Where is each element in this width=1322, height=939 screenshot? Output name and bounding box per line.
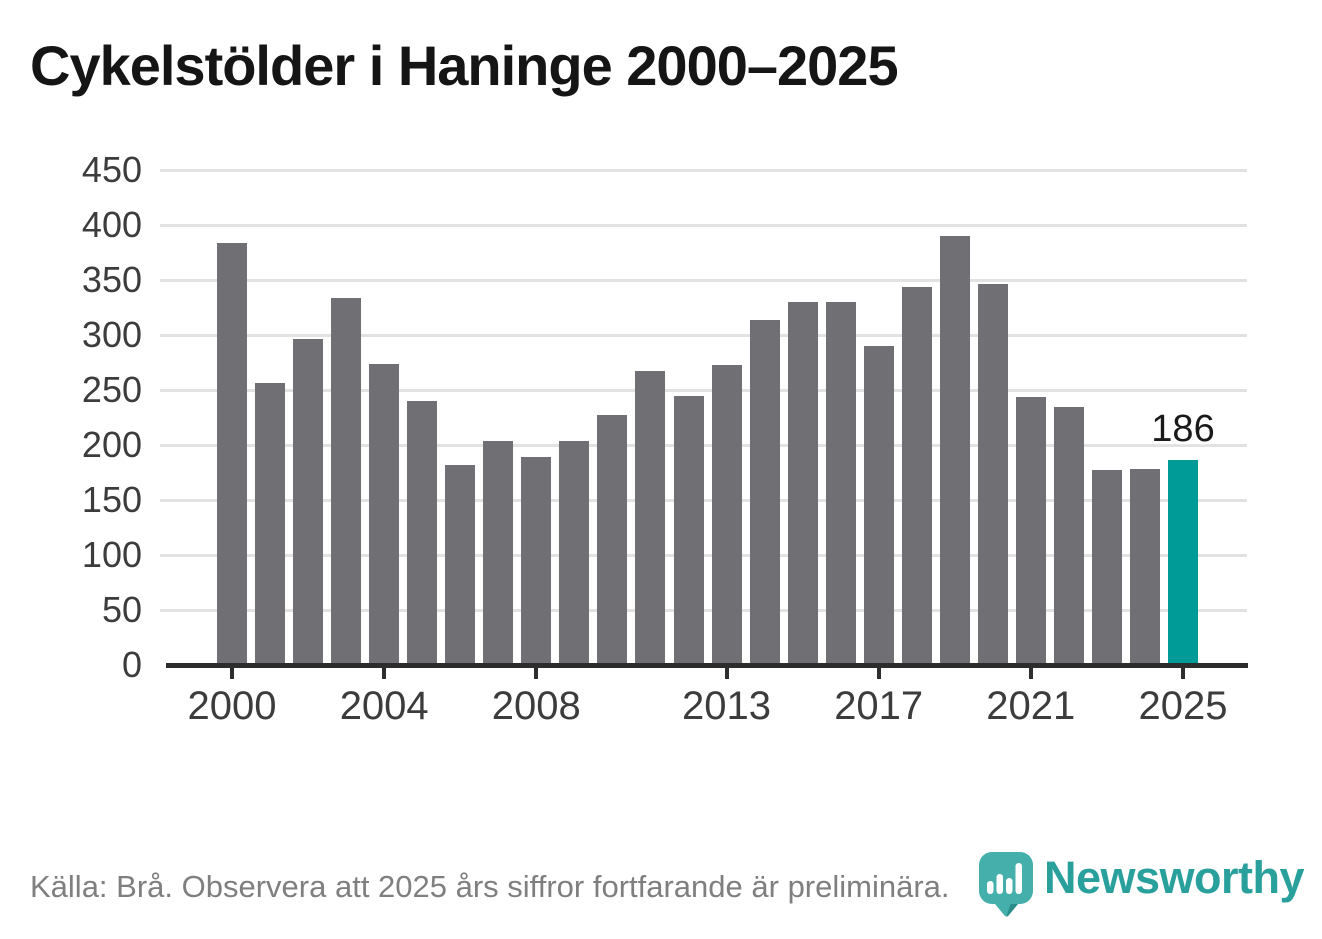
chart-title: Cykelstölder i Haninge 2000–2025 [30, 34, 899, 97]
y-axis-label-100: 100 [81, 534, 142, 575]
gridline-350 [160, 278, 1247, 282]
x-tick-2008 [534, 665, 539, 679]
logo-pin-tail-shade [1006, 904, 1018, 917]
x-axis-label-2017: 2017 [834, 684, 924, 728]
x-tick-2017 [876, 665, 881, 679]
gridline-50 [160, 608, 1247, 612]
bar-2012 [673, 395, 704, 665]
bar-2011 [635, 371, 666, 665]
y-axis-label-250: 250 [81, 369, 142, 410]
y-axis-label-450: 450 [81, 149, 142, 190]
y-axis-label-150: 150 [81, 479, 142, 520]
bar-2021 [1015, 396, 1046, 665]
bar-2006 [445, 464, 476, 665]
bar-2024 [1130, 469, 1160, 665]
bar-2007 [483, 440, 514, 665]
x-axis-label-2008: 2008 [491, 684, 581, 728]
y-axis-label-200: 200 [81, 424, 142, 465]
x-axis-label-2004: 2004 [339, 684, 429, 728]
gridline-450 [160, 168, 1247, 172]
value-label-2025: 186 [1151, 408, 1215, 451]
bar-2023 [1091, 470, 1122, 665]
bar-2002 [293, 339, 324, 665]
x-tick-2021 [1028, 665, 1033, 679]
y-axis-label-400: 400 [81, 204, 142, 245]
bar-2016 [825, 302, 856, 665]
y-axis-label-300: 300 [81, 314, 142, 355]
bar-2010 [597, 415, 628, 665]
y-axis-label-350: 350 [81, 259, 142, 300]
newsworthy-logo-icon [979, 852, 1033, 917]
bar-2005 [407, 401, 438, 665]
bar-2004 [369, 363, 400, 665]
logo-bars [987, 863, 1022, 894]
bar-2000 [217, 242, 247, 665]
x-axis-label-2000: 2000 [187, 684, 277, 728]
bar-2001 [255, 383, 285, 665]
gridline-150 [160, 498, 1247, 502]
gridline-200 [160, 443, 1247, 447]
gridline-100 [160, 553, 1247, 557]
gridline-300 [160, 333, 1247, 337]
gridline-400 [160, 223, 1247, 227]
bar-2008 [521, 457, 552, 665]
x-axis-label-2021: 2021 [986, 684, 1076, 728]
bar-2025 [1168, 460, 1198, 665]
x-axis-line [166, 663, 1248, 668]
newsworthy-wordmark: Newsworthy [1044, 852, 1305, 903]
x-tick-2013 [724, 665, 729, 679]
bar-2003 [331, 297, 362, 665]
bar-2009 [559, 440, 590, 665]
x-axis-label-2025: 2025 [1138, 684, 1228, 728]
x-axis-label-2013: 2013 [682, 684, 771, 728]
bar-2013 [711, 364, 742, 665]
y-axis-label-0: 0 [121, 644, 142, 685]
bar-2022 [1053, 406, 1084, 665]
x-tick-2025 [1181, 665, 1185, 679]
bar-2018 [901, 286, 932, 665]
bar-2019 [939, 236, 970, 665]
bar-2017 [863, 346, 894, 665]
x-tick-2004 [382, 665, 387, 679]
bar-2020 [977, 284, 1008, 665]
bar-2014 [749, 319, 780, 665]
bar-2015 [787, 302, 818, 665]
y-axis-label-50: 50 [101, 589, 142, 630]
x-tick-2000 [230, 665, 234, 679]
source-note: Källa: Brå. Observera att 2025 års siffr… [30, 869, 950, 904]
gridline-250 [160, 388, 1247, 392]
